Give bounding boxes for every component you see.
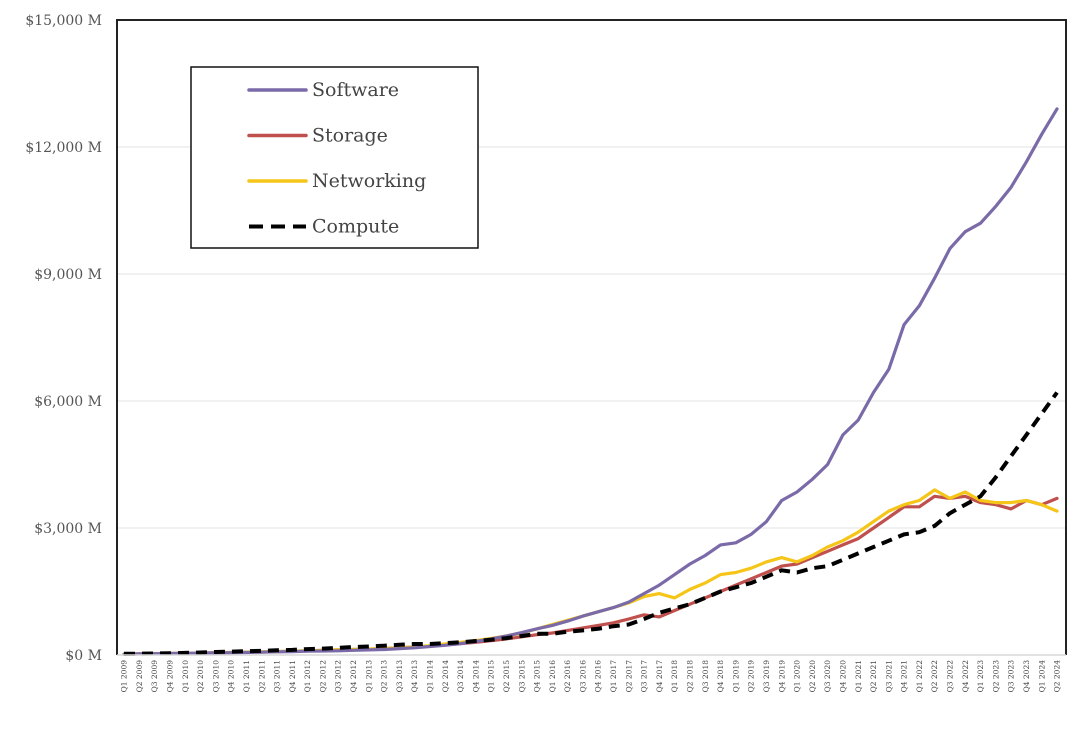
compute-line <box>124 391 1059 656</box>
software-line <box>122 107 1059 656</box>
series-storage <box>122 494 1059 656</box>
y-tick-label: $15,000 M <box>25 13 102 29</box>
legend-item-software: Software <box>247 79 399 101</box>
x-tick-label: Q2 2018 <box>686 660 695 693</box>
legend: Software Storage Networking Compute <box>190 66 479 249</box>
x-tick-label: Q2 2021 <box>869 660 878 692</box>
x-tick-label: Q1 2017 <box>609 660 618 693</box>
x-tick-label: Q2 2024 <box>1053 660 1062 693</box>
x-tick-label: Q2 2014 <box>441 660 450 693</box>
x-tick-label: Q3 2012 <box>334 660 343 693</box>
x-tick-label: Q2 2015 <box>502 660 511 693</box>
x-tick-label: Q4 2016 <box>594 660 603 693</box>
x-tick-label: Q4 2019 <box>777 660 786 693</box>
x-tick-label: Q3 2016 <box>578 660 587 693</box>
x-tick-label: Q4 2013 <box>410 660 419 693</box>
x-tick-label: Q2 2013 <box>380 660 389 693</box>
x-tick-label: Q1 2011 <box>242 660 251 692</box>
series-compute <box>123 391 1059 656</box>
x-tick-label: Q4 2023 <box>1022 660 1031 693</box>
legend-item-storage: Storage <box>247 125 388 147</box>
x-tick-label: Q2 2023 <box>991 660 1000 693</box>
x-tick-label: Q3 2023 <box>1007 660 1016 693</box>
y-tick-label: $3,000 M <box>34 521 102 537</box>
x-tick-label: Q1 2009 <box>120 660 129 693</box>
y-tick-label: $0 M <box>65 648 102 664</box>
x-tick-label: Q4 2014 <box>471 660 480 693</box>
x-tick-label: Q2 2012 <box>318 660 327 693</box>
x-tick-label: Q1 2022 <box>915 660 924 693</box>
x-tick-label: Q2 2011 <box>257 660 266 692</box>
y-tick-label: $12,000 M <box>25 140 102 156</box>
x-tick-label: Q3 2017 <box>640 660 649 693</box>
legend-label: Compute <box>312 216 399 238</box>
x-tick-label: Q3 2019 <box>762 660 771 693</box>
networking-line <box>122 488 1059 656</box>
x-tick-label: Q4 2017 <box>655 660 664 693</box>
x-tick-label: Q4 2020 <box>838 660 847 693</box>
x-tick-label: Q1 2021 <box>854 660 863 692</box>
x-tick-label: Q1 2019 <box>731 660 740 693</box>
y-tick-label: $6,000 M <box>34 394 102 410</box>
x-tick-label: Q4 2012 <box>349 660 358 693</box>
x-tick-label: Q3 2009 <box>150 660 159 693</box>
x-tick-label: Q2 2020 <box>808 660 817 693</box>
x-tick-label: Q3 2018 <box>701 660 710 693</box>
plot-frame <box>116 19 1067 656</box>
x-tick-label: Q1 2013 <box>364 660 373 693</box>
x-tick-label: Q4 2018 <box>716 660 725 693</box>
x-tick-label: Q1 2015 <box>487 660 496 693</box>
x-tick-label: Q1 2024 <box>1037 660 1046 693</box>
x-tick-label: Q1 2020 <box>793 660 802 693</box>
x-tick-label: Q3 2013 <box>395 660 404 693</box>
x-axis-ticks: Q1 2009 Q2 2009 Q3 2009 Q4 2009 Q1 2010 Q2 20… <box>120 660 1062 693</box>
legend-label: Storage <box>312 125 388 147</box>
plot-border <box>116 19 1067 655</box>
x-tick-label: Q4 2009 <box>165 660 174 693</box>
series-lines <box>122 107 1059 656</box>
x-tick-label: Q4 2010 <box>227 660 236 693</box>
x-tick-label: Q3 2010 <box>211 660 220 693</box>
legend-box <box>190 66 479 249</box>
x-tick-label: Q4 2021 <box>900 660 909 692</box>
x-tick-label: Q1 2018 <box>670 660 679 693</box>
legend-item-compute: Compute <box>249 216 399 238</box>
legend-item-networking: Networking <box>247 170 426 192</box>
x-tick-label: Q1 2023 <box>976 660 985 693</box>
x-tick-label: Q4 2015 <box>533 660 542 693</box>
y-tick-label: $9,000 M <box>34 267 102 283</box>
x-tick-label: Q2 2022 <box>930 660 939 693</box>
x-tick-label: Q3 2015 <box>517 660 526 693</box>
x-tick-label: Q1 2016 <box>548 660 557 693</box>
x-tick-label: Q3 2021 <box>884 660 893 692</box>
x-tick-label: Q3 2011 <box>273 660 282 692</box>
legend-label: Software <box>312 79 399 101</box>
legend-label: Networking <box>312 170 426 192</box>
x-tick-label: Q3 2014 <box>456 660 465 693</box>
storage-line <box>122 494 1059 656</box>
y-axis-ticks: $0 M $3,000 M $6,000 M $9,000 M $12,000 M $15… <box>25 13 102 664</box>
x-tick-label: Q2 2016 <box>563 660 572 693</box>
x-tick-label: Q4 2022 <box>961 660 970 693</box>
x-tick-label: Q2 2010 <box>196 660 205 693</box>
x-tick-label: Q2 2019 <box>747 660 756 693</box>
x-tick-label: Q3 2022 <box>946 660 955 693</box>
x-tick-label: Q1 2010 <box>181 660 190 693</box>
x-tick-label: Q1 2012 <box>303 660 312 693</box>
x-tick-label: Q3 2020 <box>823 660 832 693</box>
x-tick-label: Q1 2014 <box>426 660 435 693</box>
x-tick-label: Q4 2011 <box>288 660 297 692</box>
series-networking <box>122 488 1059 656</box>
x-tick-label: Q2 2017 <box>624 660 633 693</box>
x-tick-label: Q2 2009 <box>135 660 144 693</box>
